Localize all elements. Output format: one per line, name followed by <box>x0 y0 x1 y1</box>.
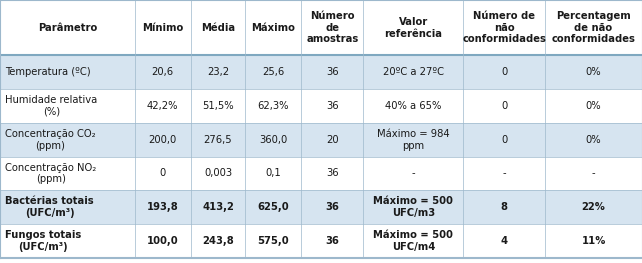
Text: Mínimo: Mínimo <box>142 23 184 33</box>
Text: 0%: 0% <box>586 101 602 111</box>
Bar <box>0 156 642 190</box>
Text: 36: 36 <box>325 236 339 246</box>
Text: Parâmetro: Parâmetro <box>38 23 97 33</box>
Text: 413,2: 413,2 <box>202 202 234 212</box>
Text: 42,2%: 42,2% <box>147 101 178 111</box>
Text: 200,0: 200,0 <box>149 135 177 145</box>
Bar <box>0 123 642 156</box>
Text: 0: 0 <box>501 67 507 77</box>
Text: Número
de
amostras: Número de amostras <box>306 11 358 44</box>
Text: 36: 36 <box>325 202 339 212</box>
Text: Máximo: Máximo <box>252 23 295 33</box>
Text: 100,0: 100,0 <box>147 236 178 246</box>
Bar <box>0 224 642 258</box>
Text: Máximo = 500
UFC/m4: Máximo = 500 UFC/m4 <box>374 230 453 252</box>
Text: Concentração NO₂
(ppm): Concentração NO₂ (ppm) <box>5 163 96 184</box>
Text: Número de
não
conformidades: Número de não conformidades <box>462 11 546 44</box>
Text: 0,1: 0,1 <box>265 168 281 178</box>
Text: 0%: 0% <box>586 135 602 145</box>
Text: Fungos totais
(UFC/m³): Fungos totais (UFC/m³) <box>5 230 82 252</box>
Text: Máximo = 984
ppm: Máximo = 984 ppm <box>377 129 449 150</box>
Text: 243,8: 243,8 <box>202 236 234 246</box>
Text: Humidade relativa
(%): Humidade relativa (%) <box>5 95 98 117</box>
Text: 20ºC a 27ºC: 20ºC a 27ºC <box>383 67 444 77</box>
Text: 0: 0 <box>501 101 507 111</box>
Text: 276,5: 276,5 <box>204 135 232 145</box>
Text: 36: 36 <box>326 101 339 111</box>
Text: 8: 8 <box>501 202 508 212</box>
Text: 625,0: 625,0 <box>257 202 289 212</box>
Text: 51,5%: 51,5% <box>202 101 234 111</box>
Text: 11%: 11% <box>582 236 606 246</box>
Text: 20: 20 <box>326 135 339 145</box>
Text: 4: 4 <box>501 236 508 246</box>
Text: 20,6: 20,6 <box>152 67 174 77</box>
Text: 22%: 22% <box>582 202 605 212</box>
Bar <box>0 89 642 123</box>
Text: 25,6: 25,6 <box>262 67 284 77</box>
Text: 62,3%: 62,3% <box>257 101 289 111</box>
Text: Concentração CO₂
(ppm): Concentração CO₂ (ppm) <box>5 129 96 150</box>
Text: -: - <box>592 168 595 178</box>
Text: 0%: 0% <box>586 67 602 77</box>
Text: Máximo = 500
UFC/m3: Máximo = 500 UFC/m3 <box>374 196 453 218</box>
Bar <box>0 190 642 224</box>
Text: 360,0: 360,0 <box>259 135 288 145</box>
Bar <box>0 55 642 89</box>
Text: Média: Média <box>201 23 235 33</box>
Text: Percentagem
de não
conformidades: Percentagem de não conformidades <box>551 11 636 44</box>
Text: Bactérias totais
(UFC/m³): Bactérias totais (UFC/m³) <box>5 196 94 218</box>
Text: 575,0: 575,0 <box>257 236 289 246</box>
Text: 0: 0 <box>501 135 507 145</box>
Text: 36: 36 <box>326 168 339 178</box>
Bar <box>0 0 642 55</box>
Text: Valor
referência: Valor referência <box>385 17 442 38</box>
Text: 193,8: 193,8 <box>147 202 178 212</box>
Text: 0: 0 <box>160 168 166 178</box>
Text: Temperatura (ºC): Temperatura (ºC) <box>5 67 91 77</box>
Text: -: - <box>503 168 506 178</box>
Text: -: - <box>412 168 415 178</box>
Text: 0,003: 0,003 <box>204 168 232 178</box>
Text: 23,2: 23,2 <box>207 67 229 77</box>
Text: 36: 36 <box>326 67 339 77</box>
Text: 40% a 65%: 40% a 65% <box>385 101 442 111</box>
